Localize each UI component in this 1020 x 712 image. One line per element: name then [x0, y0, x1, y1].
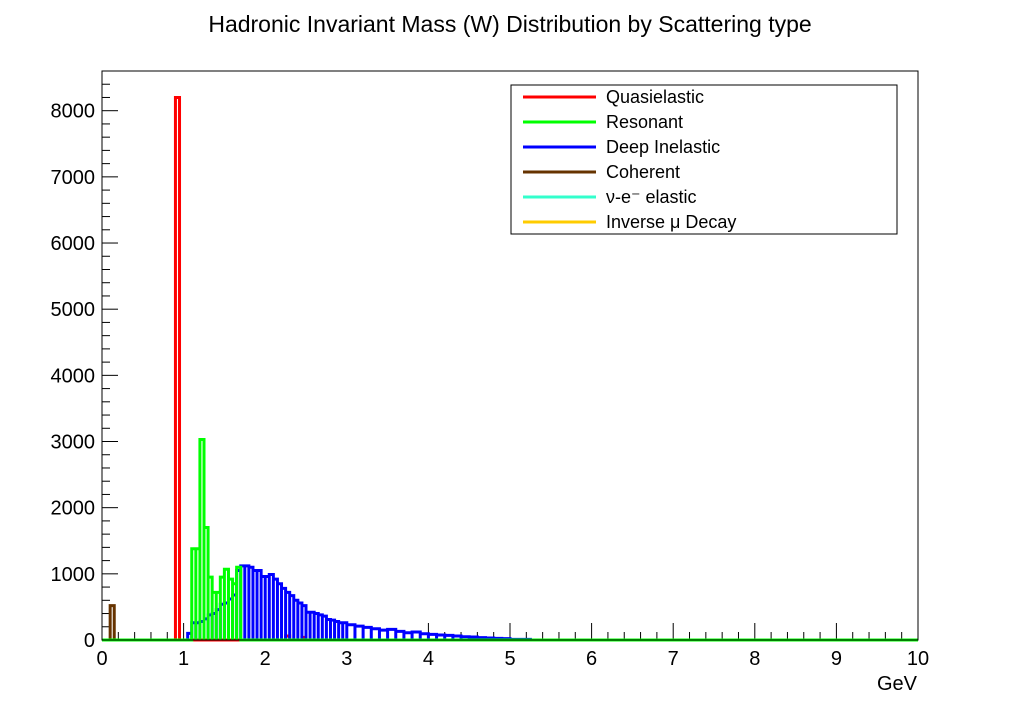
legend-box: [510, 84, 898, 235]
y-tick-labels: 0 1000 2000 3000 4000 5000 6000 7000 8000: [51, 101, 96, 652]
x-tick-label: 4: [423, 648, 434, 670]
x-tick-label: 0: [96, 648, 107, 670]
legend-label: Deep Inelastic: [606, 137, 720, 157]
chart-title: Hadronic Invariant Mass (W) Distribution…: [208, 11, 811, 37]
series-line-resonant: [102, 438, 918, 642]
x-tick-label: 2: [260, 648, 271, 670]
y-tick-label: 0: [84, 630, 95, 652]
legend-label: Resonant: [606, 112, 683, 132]
x-tick-label: 1: [178, 648, 189, 670]
legend-label: ν-e⁻ elastic: [606, 187, 697, 207]
y-tick-label: 4000: [51, 365, 96, 387]
x-tick-label: 3: [341, 648, 352, 670]
x-tick-label: 5: [504, 648, 515, 670]
y-tick-label: 5000: [51, 299, 96, 321]
y-tick-label: 7000: [51, 167, 96, 189]
y-tick-label: 2000: [51, 498, 96, 520]
legend-label: Inverse μ Decay: [606, 212, 736, 232]
x-tick-label: 9: [831, 648, 842, 670]
y-tick-label: 1000: [51, 564, 96, 586]
x-axis-label: GeV: [877, 673, 918, 695]
legend-label: Coherent: [606, 162, 680, 182]
x-tick-label: 10: [907, 648, 929, 670]
x-tick-label: 8: [749, 648, 760, 670]
x-tick-label: 7: [668, 648, 679, 670]
x-tick-labels: 0 1 2 3 4 5 6 7 8 9 10: [96, 648, 929, 670]
legend-label: Quasielastic: [606, 87, 704, 107]
y-tick-label: 3000: [51, 432, 96, 454]
y-tick-label: 6000: [51, 233, 96, 255]
x-tick-label: 6: [586, 648, 597, 670]
y-tick-label: 8000: [51, 101, 96, 123]
plot-frame: [101, 70, 919, 641]
legend: Quasielastic Resonant Deep Inelastic Cohere…: [510, 84, 898, 235]
